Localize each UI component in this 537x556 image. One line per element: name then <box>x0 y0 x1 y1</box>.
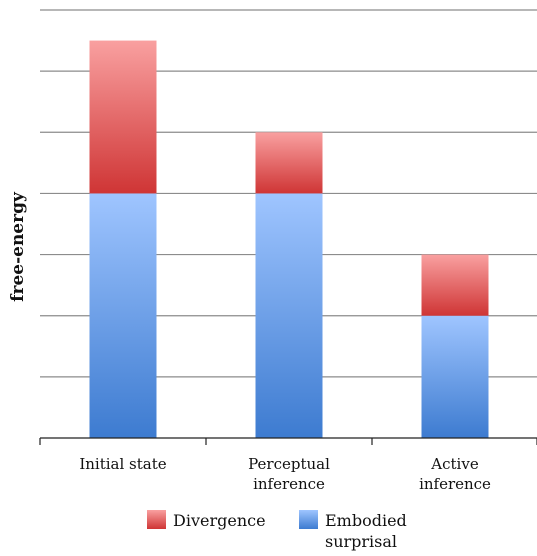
bar-embodied-surprisal-2 <box>255 193 323 438</box>
x-tick-label: Initial state <box>79 455 166 473</box>
legend: Divergence Embodied surprisal <box>147 510 407 551</box>
bar-divergence-2 <box>255 132 323 194</box>
bar-embodied-surprisal-3 <box>421 315 489 438</box>
x-tick-label: Active inference <box>419 455 491 493</box>
legend-label-divergence: Divergence <box>173 511 266 530</box>
bar-divergence-3 <box>421 254 489 316</box>
bar-divergence-1 <box>89 40 157 194</box>
x-tick-label: Perceptual inference <box>248 455 330 493</box>
y-axis-label: free-energy <box>8 191 28 302</box>
x-tick-labels: Initial state Perceptual inference Active in… <box>79 455 491 493</box>
legend-swatch-divergence <box>147 510 166 529</box>
x-axis <box>39 437 537 445</box>
legend-swatch-embodied-surprisal <box>299 510 318 529</box>
bar-embodied-surprisal-1 <box>89 193 157 438</box>
legend-label-embodied-surprisal: Embodied surprisal <box>325 511 407 551</box>
bars <box>89 40 489 438</box>
